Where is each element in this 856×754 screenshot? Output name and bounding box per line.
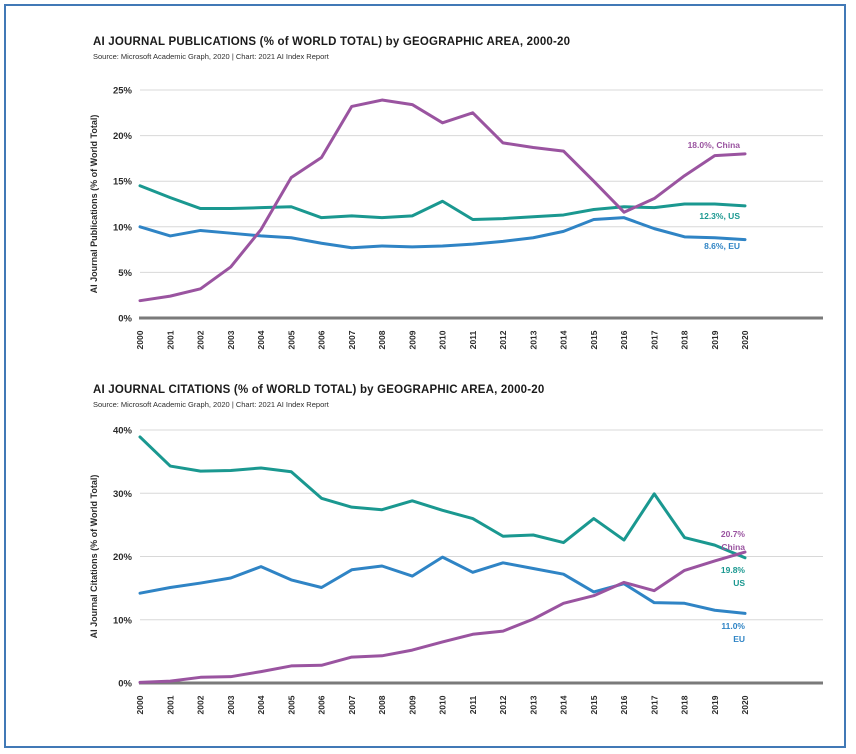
x-tick-label: 2003 [226, 695, 236, 714]
x-tick-label: 2001 [165, 695, 175, 714]
x-tick-label: 2011 [468, 696, 478, 715]
annotation-china: 20.7% [721, 529, 746, 539]
series-line-us [138, 184, 747, 222]
x-tick-label: 2012 [498, 330, 508, 349]
x-tick-label: 2002 [196, 330, 206, 349]
x-tick-label: 2010 [438, 695, 448, 714]
y-tick-label: 20% [113, 131, 133, 142]
citations-chart-source: Source: Microsoft Academic Graph, 2020 |… [93, 400, 329, 409]
y-tick-label: 20% [113, 552, 133, 563]
annotation-eu: EU [733, 634, 745, 644]
annotation-eu: 11.0% [721, 621, 745, 631]
series-line-us [138, 435, 747, 560]
publications-line-chart: 0% 5% 10% 15% 20% 25% AI Journal Publications … [89, 86, 823, 350]
x-tick-label: 2019 [710, 695, 720, 714]
x-tick-label: 2014 [559, 695, 569, 714]
series-line-eu [138, 216, 747, 250]
y-tick-label: 15% [113, 177, 133, 188]
x-tick-label: 2020 [740, 330, 750, 349]
x-tick-label: 2005 [286, 695, 296, 714]
x-tick-label: 2018 [680, 330, 690, 349]
x-tick-label: 2003 [226, 330, 236, 349]
annotation-us: 19.8% [721, 565, 746, 575]
x-tick-label: 2012 [498, 695, 508, 714]
y-tick-label: 0% [118, 314, 132, 325]
x-tick-label: 2005 [286, 330, 296, 349]
annotation-china: 18.0%, China [688, 140, 741, 150]
x-tick-label: 2009 [407, 330, 417, 349]
x-tick-label: 2010 [438, 330, 448, 349]
x-tick-label: 2016 [619, 695, 629, 714]
y-axis-label: AI Journal Citations (% of World Total) [89, 475, 99, 639]
x-tick-label: 2013 [528, 695, 538, 714]
series-line-eu [138, 555, 747, 615]
annotation-us: 12.3%, US [699, 211, 740, 221]
x-tick-label: 2007 [347, 695, 357, 714]
citations-line-chart: 0% 10% 20% 30% 40% AI Journal Citations (% of… [89, 426, 823, 715]
publications-chart-title: AI JOURNAL PUBLICATIONS (% of WORLD TOTA… [93, 36, 571, 48]
x-tick-label: 2011 [468, 331, 478, 350]
x-tick-label: 2016 [619, 330, 629, 349]
citations-chart-title: AI JOURNAL CITATIONS (% of WORLD TOTAL) … [93, 384, 545, 396]
x-tick-label: 2000 [135, 695, 145, 714]
y-tick-label: 0% [118, 679, 132, 690]
y-tick-label: 5% [118, 268, 132, 279]
x-tick-label: 2017 [649, 330, 659, 349]
y-tick-label: 40% [113, 426, 133, 437]
annotation-us: US [733, 578, 745, 588]
x-tick-label: 2000 [135, 330, 145, 349]
y-tick-label: 30% [113, 489, 133, 500]
x-tick-label: 2017 [649, 695, 659, 714]
x-tick-label: 2018 [680, 695, 690, 714]
series-line-china [138, 98, 747, 303]
publications-chart-source: Source: Microsoft Academic Graph, 2020 |… [93, 52, 329, 61]
y-tick-label: 10% [113, 615, 133, 626]
y-tick-label: 10% [113, 222, 133, 233]
y-tick-label: 25% [113, 86, 133, 97]
x-tick-label: 2002 [196, 695, 206, 714]
x-tick-label: 2004 [256, 695, 266, 714]
x-tick-label: 2015 [589, 695, 599, 714]
x-tick-label: 2008 [377, 695, 387, 714]
x-tick-label: 2006 [317, 330, 327, 349]
x-tick-label: 2015 [589, 330, 599, 349]
x-tick-label: 2020 [740, 695, 750, 714]
x-tick-label: 2006 [317, 695, 327, 714]
x-tick-label: 2001 [165, 330, 175, 349]
x-tick-label: 2013 [528, 330, 538, 349]
x-tick-label: 2007 [347, 330, 357, 349]
x-tick-label: 2014 [559, 330, 569, 349]
annotation-eu: 8.6%, EU [704, 241, 740, 251]
x-tick-label: 2019 [710, 330, 720, 349]
x-tick-label: 2008 [377, 330, 387, 349]
y-axis-label: AI Journal Publications (% of World Tota… [89, 115, 99, 294]
annotation-china: China [721, 542, 745, 552]
x-tick-label: 2009 [407, 695, 417, 714]
series-line-china [138, 550, 747, 684]
x-tick-label: 2004 [256, 330, 266, 349]
